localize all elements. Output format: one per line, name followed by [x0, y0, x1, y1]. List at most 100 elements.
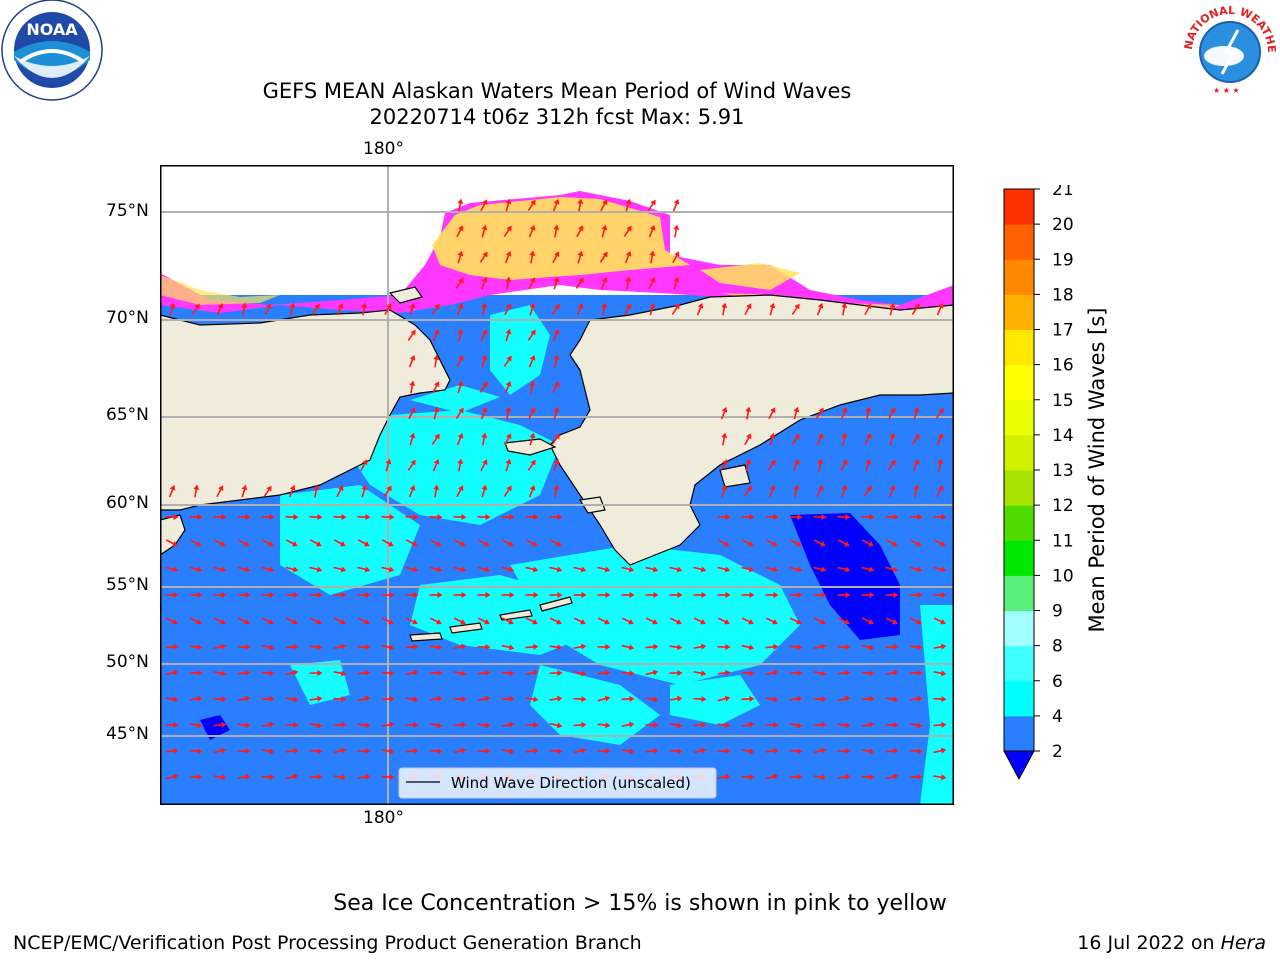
lat-label-75: 75°N	[106, 201, 149, 221]
colorbar-bin	[1004, 610, 1034, 647]
wave-direction-arrow	[477, 644, 491, 651]
wave-direction-arrow	[381, 774, 395, 781]
wave-direction-arrow	[360, 459, 368, 472]
wave-direction-arrow	[501, 721, 515, 728]
colorbar-tick-label: 15	[1052, 391, 1074, 411]
host-name: Hera	[1220, 932, 1266, 954]
wave-direction-arrow	[477, 592, 491, 598]
wave-direction-arrow	[837, 747, 851, 754]
wave-direction-arrow	[429, 566, 443, 573]
colorbar-under-extension	[1003, 750, 1035, 781]
wave-direction-arrow	[549, 748, 563, 755]
wave-direction-arrow	[261, 644, 275, 651]
sea-ice-note: Sea Ice Concentration > 15% is shown in …	[333, 891, 947, 916]
wave-period-map: Wind Wave Direction (unscaled)	[160, 165, 954, 805]
wave-direction-arrow	[864, 303, 872, 316]
wave-direction-arrow	[285, 566, 299, 573]
wave-direction-arrow	[837, 722, 851, 729]
wave-direction-arrow	[525, 722, 539, 729]
wave-direction-arrow	[189, 644, 203, 651]
colorbar-tick-label: 4	[1052, 707, 1063, 727]
wave-direction-arrow	[837, 695, 851, 702]
wave-direction-arrow	[647, 199, 656, 211]
wave-direction-arrow	[741, 514, 755, 521]
colorbar-tick-label: 20	[1052, 215, 1074, 235]
wave-direction-arrow	[261, 617, 274, 625]
wave-direction-arrow	[501, 748, 515, 755]
wave-direction-arrow	[525, 643, 539, 650]
wave-direction-arrow	[933, 592, 947, 598]
wave-direction-arrow	[529, 302, 536, 316]
wave-direction-arrow	[909, 566, 923, 573]
wave-direction-arrow	[261, 748, 275, 755]
wave-direction-arrow	[213, 566, 227, 573]
wave-direction-arrow	[504, 433, 512, 446]
wave-direction-arrow	[193, 484, 200, 498]
wave-direction-arrow	[237, 695, 251, 702]
wave-direction-arrow	[672, 198, 680, 212]
wave-direction-arrow	[384, 303, 392, 316]
wave-direction-arrow	[861, 644, 875, 651]
wave-direction-arrow	[813, 514, 827, 521]
wave-direction-arrow	[453, 721, 467, 728]
wave-direction-arrow	[885, 617, 898, 625]
wave-direction-arrow	[909, 669, 923, 676]
wave-direction-arrow	[165, 696, 179, 703]
wave-direction-arrow	[717, 539, 730, 547]
wave-direction-arrow	[213, 539, 226, 547]
wave-direction-arrow	[741, 695, 755, 702]
wave-direction-arrow	[429, 669, 443, 676]
wave-direction-arrow	[549, 722, 563, 729]
wave-direction-arrow	[693, 721, 707, 728]
wave-direction-arrow	[407, 329, 416, 341]
colorbar-tick-label: 17	[1052, 321, 1074, 341]
wave-direction-arrow	[480, 329, 488, 342]
wave-direction-arrow	[741, 539, 754, 547]
wave-direction-arrow	[889, 432, 896, 446]
wave-direction-arrow	[669, 644, 683, 651]
wave-direction-arrow	[309, 695, 323, 702]
wave-direction-arrow	[789, 514, 803, 521]
wave-direction-arrow	[861, 617, 874, 625]
wave-direction-arrow	[669, 592, 683, 598]
wave-direction-arrow	[385, 458, 392, 472]
wave-direction-arrow	[501, 670, 515, 677]
wave-direction-arrow	[213, 747, 227, 754]
wave-direction-arrow	[864, 433, 872, 446]
wave-direction-arrow	[669, 695, 683, 702]
wave-direction-arrow	[480, 406, 488, 420]
wave-direction-arrow	[408, 354, 416, 368]
wave-direction-arrow	[288, 484, 296, 498]
wave-direction-arrow	[841, 302, 848, 316]
wave-direction-arrow	[789, 592, 803, 598]
wave-direction-arrow	[621, 644, 635, 651]
wave-direction-arrow	[645, 592, 659, 598]
land-mass	[160, 286, 954, 642]
wave-direction-arrow	[933, 617, 946, 625]
wave-direction-arrow	[813, 774, 827, 781]
wave-direction-arrow	[885, 722, 899, 729]
colorbar-tick-label: 14	[1052, 426, 1074, 446]
wave-direction-arrow	[261, 566, 275, 573]
wave-direction-arrow	[477, 514, 491, 521]
wave-direction-arrow	[311, 303, 320, 315]
wave-direction-arrow	[648, 224, 656, 238]
wave-direction-arrow	[505, 276, 512, 290]
wave-direction-arrow	[549, 539, 562, 547]
wave-direction-arrow	[456, 355, 464, 368]
colorbar-tick-label: 13	[1052, 461, 1074, 481]
colorbar-bin	[1004, 505, 1034, 541]
wave-direction-arrow	[765, 617, 778, 625]
wave-direction-arrow	[357, 644, 371, 651]
wave-direction-arrow	[457, 250, 464, 264]
wave-direction-arrow	[169, 302, 176, 316]
wave-direction-arrow	[573, 566, 587, 573]
wave-direction-arrow	[837, 514, 851, 521]
wave-direction-arrow	[597, 592, 611, 598]
wave-direction-arrow	[889, 302, 896, 316]
wave-direction-arrow	[333, 514, 347, 521]
wave-direction-arrow	[477, 566, 491, 573]
wave-direction-arrow	[285, 643, 299, 650]
wave-direction-arrow	[601, 224, 608, 238]
wave-direction-arrow	[745, 406, 752, 420]
